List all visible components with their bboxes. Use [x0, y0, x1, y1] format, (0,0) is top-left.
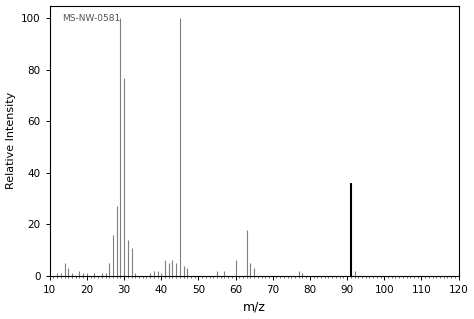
X-axis label: m/z: m/z: [243, 300, 265, 314]
Y-axis label: Relative Intensity: Relative Intensity: [6, 92, 16, 189]
Text: MS-NW-0581: MS-NW-0581: [62, 14, 120, 23]
